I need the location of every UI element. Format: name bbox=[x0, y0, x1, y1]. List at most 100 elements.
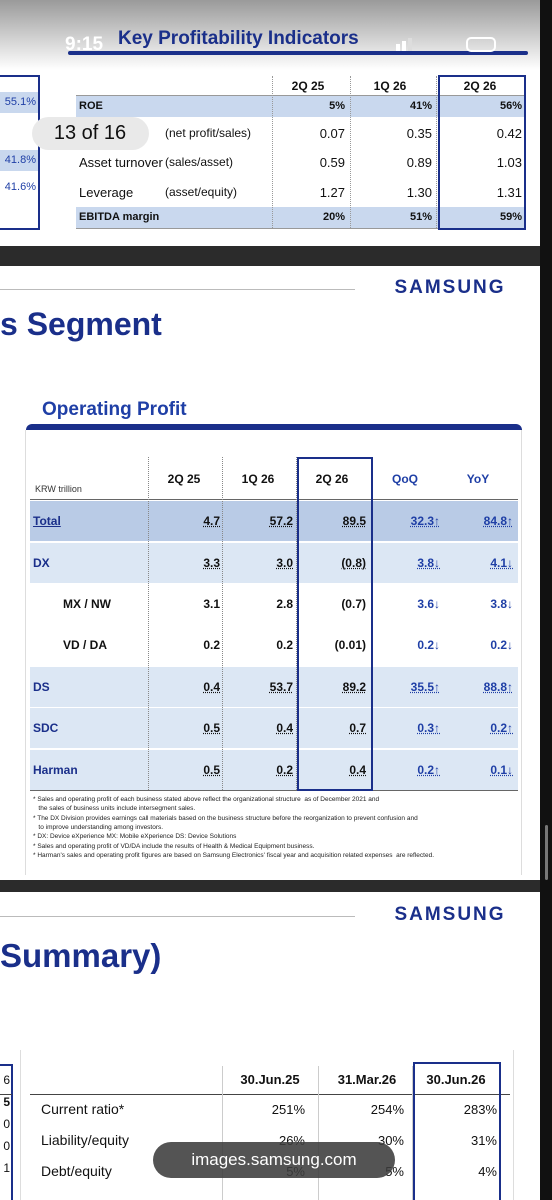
cell: (0.7) bbox=[341, 596, 366, 611]
fragment-value: 41.6% bbox=[4, 181, 36, 193]
cell: 3.8↓ bbox=[417, 555, 440, 570]
cell: 56% bbox=[499, 100, 522, 112]
left-fragment-box bbox=[0, 75, 40, 230]
col-rule bbox=[296, 457, 297, 790]
table-rule bbox=[30, 499, 518, 500]
cell: 57.2 bbox=[269, 513, 293, 528]
status-shade bbox=[0, 0, 540, 70]
cell: 1.30 bbox=[406, 184, 432, 200]
fragment-value: 41.8% bbox=[4, 154, 36, 166]
col-rule bbox=[222, 457, 223, 790]
signal bbox=[408, 38, 412, 51]
scroll-indicator bbox=[545, 825, 548, 880]
row-label: Current ratio* bbox=[41, 1101, 125, 1117]
cell: 32.3↑ bbox=[410, 513, 440, 528]
row-label: VD / DA bbox=[63, 637, 108, 652]
section-bar bbox=[26, 424, 522, 430]
unit-label: KRW trillion bbox=[35, 484, 82, 494]
cell: 254% bbox=[370, 1101, 404, 1117]
table-rule bbox=[76, 95, 525, 96]
cell: 89.2 bbox=[342, 679, 366, 694]
row-label: SDC bbox=[33, 720, 59, 735]
cell: 0.2↑ bbox=[490, 720, 513, 735]
col-rule bbox=[318, 1066, 319, 1200]
column-header: QoQ bbox=[392, 472, 418, 486]
battery bbox=[466, 37, 496, 52]
row-shade bbox=[30, 624, 518, 665]
column-header: 30.Jun.25 bbox=[240, 1071, 300, 1087]
row-label: Liability/equity bbox=[41, 1132, 129, 1148]
col-rule bbox=[412, 1066, 413, 1200]
url: images.samsung.com bbox=[191, 1150, 357, 1169]
cell: 0.59 bbox=[319, 154, 345, 170]
row-shade bbox=[30, 749, 518, 790]
slide-title: Summary) bbox=[0, 936, 162, 974]
cell: 283% bbox=[463, 1101, 497, 1117]
row-shade bbox=[0, 92, 38, 113]
signal bbox=[402, 41, 406, 51]
cell: 1.31 bbox=[496, 184, 522, 200]
cell: 0.2 bbox=[276, 762, 293, 777]
table-frame bbox=[25, 430, 522, 875]
column-header: 2Q 25 bbox=[167, 472, 201, 486]
cell: 0.07 bbox=[319, 125, 345, 141]
cell: 3.6↓ bbox=[417, 596, 440, 611]
table-frame bbox=[20, 1050, 514, 1200]
footnote: * Sales and operating profit of each bus… bbox=[33, 796, 380, 803]
cell: 0.2↓ bbox=[490, 637, 513, 652]
fragment-value: 5 bbox=[3, 1095, 10, 1109]
cell: 3.8↓ bbox=[490, 596, 513, 611]
row-label: Debt/equity bbox=[41, 1163, 112, 1179]
cell: 0.4 bbox=[349, 762, 366, 777]
cell: 0.7 bbox=[349, 720, 366, 735]
cell: 51% bbox=[409, 211, 432, 223]
cell: 4.7 bbox=[203, 513, 220, 528]
row-shade bbox=[30, 707, 518, 748]
row-label: EBITDA margin bbox=[79, 211, 160, 223]
cell: 0.35 bbox=[406, 125, 432, 141]
cell: 0.2↓ bbox=[417, 637, 440, 652]
row-label: DS bbox=[33, 679, 50, 694]
row-shade bbox=[76, 207, 525, 228]
cell: (0.8) bbox=[341, 555, 366, 570]
row-label: DX bbox=[33, 555, 50, 570]
cell: 35.5↑ bbox=[410, 679, 440, 694]
row-label: Total bbox=[33, 513, 61, 528]
col-rule bbox=[350, 76, 351, 228]
fragment-value: 0 bbox=[3, 1139, 10, 1153]
highlight-box bbox=[297, 457, 373, 791]
col-rule bbox=[436, 76, 437, 228]
table-rule bbox=[30, 790, 518, 791]
cell: (0.01) bbox=[334, 637, 366, 652]
fragment-value: 1 bbox=[3, 1161, 10, 1175]
row-shade bbox=[76, 96, 525, 117]
row-note: (net profit/sales) bbox=[165, 126, 252, 140]
column-header: 2Q 26 bbox=[315, 472, 349, 486]
fragment-value: 6 bbox=[3, 1073, 10, 1087]
row-shade bbox=[30, 542, 518, 583]
cell: 0.2 bbox=[203, 637, 220, 652]
section-title: Operating Profit bbox=[42, 398, 187, 420]
column-header: 2Q 25 bbox=[291, 79, 325, 93]
row-shade bbox=[30, 583, 518, 624]
highlight-box bbox=[438, 75, 526, 230]
footnote: * Harman's sales and operating profit fi… bbox=[33, 851, 435, 859]
row-shade bbox=[30, 500, 518, 541]
fragment-value: 0 bbox=[3, 1117, 10, 1131]
fragment-value: 55.1% bbox=[4, 96, 36, 108]
cell: 1.27 bbox=[319, 184, 345, 200]
cell: 84.8↑ bbox=[483, 513, 513, 528]
cell: 0.5 bbox=[203, 720, 220, 735]
cell: 4.1↓ bbox=[490, 555, 513, 570]
cell: 88.8↑ bbox=[483, 679, 513, 694]
cell: 53.7 bbox=[269, 679, 293, 694]
row-shade bbox=[0, 150, 38, 171]
signal bbox=[396, 44, 400, 51]
row-note: (sales/asset) bbox=[165, 155, 234, 169]
cell: 3.0 bbox=[276, 555, 293, 570]
col-rule bbox=[148, 457, 149, 790]
cell: 31% bbox=[470, 1132, 497, 1148]
cell: 20% bbox=[322, 211, 345, 223]
cell: 41% bbox=[409, 100, 432, 112]
